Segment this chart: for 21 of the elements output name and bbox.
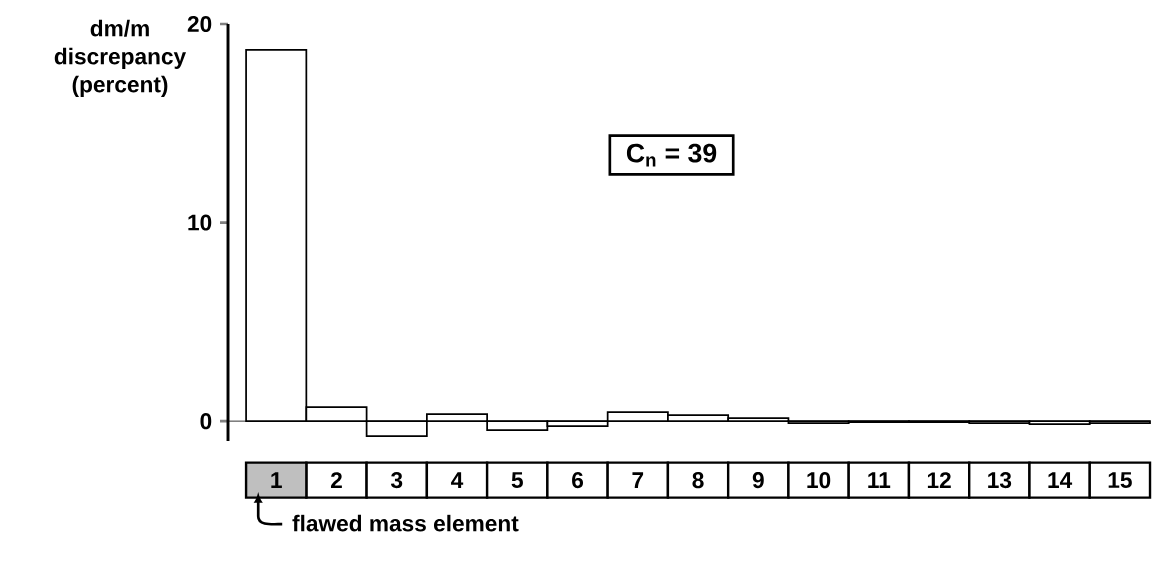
x-tick-label: 11 [868,472,891,488]
x-tick-label: 10 [807,472,831,489]
x-tick-label: 15 [1108,472,1132,489]
x-tick-label: 13 [988,472,1012,489]
y-tick-label: 10 [188,214,212,231]
x-tick-label: 14 [1048,472,1073,488]
x-tick-label: 8 [692,472,704,489]
y-axis-title: dm/m discrepancy (percent) [54,19,187,97]
text: flawed mass element [292,514,519,532]
x-tick-label: 3 [390,472,403,489]
y-tick-label: 0 [200,413,212,430]
x-tick-label: 2 [330,472,342,489]
x-tick-label: 4 [451,472,464,488]
x-tick-label: 7 [632,472,644,488]
x-tick-label: 6 [572,472,584,489]
x-tick-label: 5 [511,472,523,489]
x-tick-label: 12 [927,472,951,489]
y-tick-label: 20 [187,15,212,33]
annotation: C$_{n}$ = 39 [626,143,717,167]
x-tick-label: 1 [271,472,282,488]
x-tick-label: 9 [752,472,764,489]
